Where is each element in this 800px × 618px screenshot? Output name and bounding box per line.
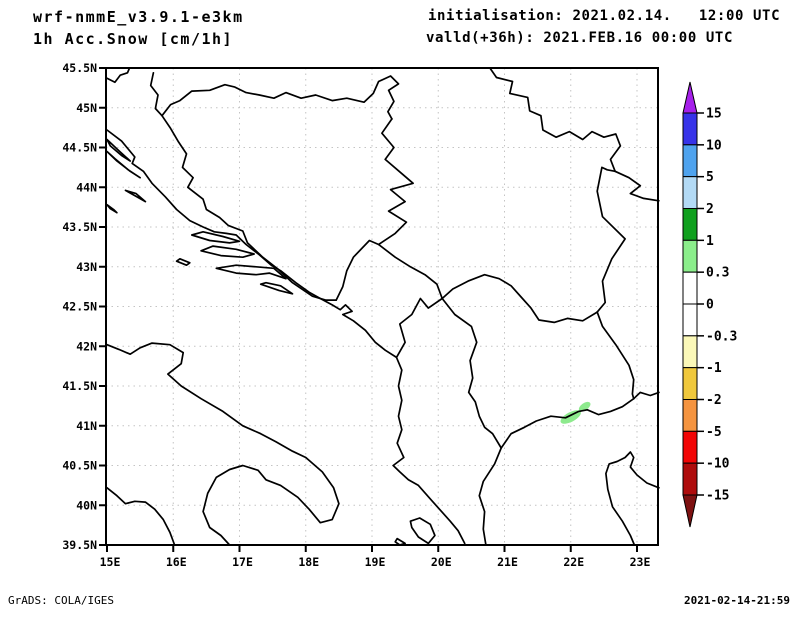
colorbar-label-0: 0 — [706, 297, 714, 312]
map-plot: 15E 16E 17E 18E 19E 20E 21E 22E 23E 45.5N 45N 44.5N… — [62, 61, 660, 569]
model-title: wrf-nmmE_v3.9.1-e3km — [33, 8, 244, 26]
variable-title: 1h Acc.Snow [cm/1h] — [33, 30, 234, 48]
colorbar-label--2: -2 — [706, 393, 722, 408]
island-vis — [175, 257, 191, 267]
colorbar-segment-7 — [682, 335, 698, 369]
adriatic-coast-croatia-montenegro-albania — [106, 129, 466, 545]
y-tick-label-43.5N: 43.5N — [62, 220, 97, 234]
colorbar-label-1: 1 — [706, 234, 714, 249]
y-tick-label-40.5N: 40.5N — [62, 459, 97, 473]
albania-east-border — [441, 297, 503, 546]
x-tick-label-18E: 18E — [298, 555, 319, 569]
colorbar-segment-8 — [682, 367, 698, 400]
y-tick-label-41N: 41N — [76, 419, 97, 433]
x-tick-label-19E: 19E — [365, 555, 386, 569]
island-korcula-peljesac — [215, 264, 287, 280]
y-tick-label-39.5N: 39.5N — [62, 538, 97, 552]
x-tick-label-20E: 20E — [431, 555, 452, 569]
creation-timestamp: 2021-02-14-21:59 — [684, 594, 790, 607]
y-tick-label-41.5N: 41.5N — [62, 379, 97, 393]
y-tick-label-44N: 44N — [76, 180, 97, 194]
island-mljet — [259, 281, 294, 295]
y-tick-label-45.5N: 45.5N — [62, 61, 97, 75]
grads-credit: GrADS: COLA/IGES — [8, 594, 114, 607]
island-hvar — [200, 245, 255, 259]
colorbar-label--10: -10 — [706, 457, 730, 472]
colorbar-segment-1 — [682, 144, 698, 178]
initialisation-label: initialisation: 2021.02.14. 12:00 UTC — [428, 8, 781, 24]
colorbar-segment-4 — [682, 239, 698, 273]
x-tick-label-22E: 22E — [563, 555, 584, 569]
colorbar-label-2: 2 — [706, 202, 714, 217]
croatia-bosnia-north-border — [149, 71, 400, 120]
colorbar-segment-10 — [682, 430, 698, 464]
colorbar-segment-2 — [682, 176, 698, 209]
island-pag — [106, 138, 132, 162]
colorbar-triangle-bottom — [682, 494, 698, 528]
colorbar-label--1: -1 — [706, 361, 722, 376]
valid-time-label: valld(+36h): 2021.FEB.16 00:00 UTC — [426, 30, 733, 46]
x-tick-label-23E: 23E — [630, 555, 651, 569]
x-tick-label-16E: 16E — [166, 555, 187, 569]
zadar-islet — [106, 203, 118, 214]
italy-tyrrhenian-coast — [106, 486, 176, 546]
island-corfu — [409, 517, 436, 545]
colorbar-label-5: 5 — [706, 170, 714, 185]
island-dugi-otok — [106, 150, 141, 179]
x-tick-label-17E: 17E — [232, 555, 253, 569]
macedonia-bulgaria-border — [596, 311, 635, 400]
x-tick-label-21E: 21E — [497, 555, 518, 569]
colorbar-label-0.3: 0.3 — [706, 266, 729, 281]
colorbar-segment-0 — [682, 112, 698, 146]
colorbar-label-15: 15 — [706, 107, 722, 122]
colorbar-label--0.3: -0.3 — [706, 329, 737, 344]
snow-cell-1 — [578, 401, 591, 412]
italy-adriatic-salento-coast — [106, 342, 340, 546]
colorbar-segment-5 — [682, 271, 698, 305]
bosnia-serbia-drina-border — [335, 118, 414, 301]
serbia-romania-danube-border — [489, 67, 622, 173]
y-tick-label-40N: 40N — [76, 498, 97, 512]
colorbar-segment-3 — [682, 207, 698, 241]
greece-thermaic-coast — [605, 451, 660, 546]
macedonia-greece-border — [500, 397, 635, 449]
colorbar-segment-11 — [682, 462, 698, 496]
y-tick-label-42N: 42N — [76, 339, 97, 353]
colorbar-segment-6 — [682, 303, 698, 337]
y-tick-label-43N: 43N — [76, 260, 97, 274]
croatia-bosnia-dinaric-border — [161, 114, 338, 301]
colorbar-label--15: -15 — [706, 488, 729, 503]
y-tick-label-44.5N: 44.5N — [62, 141, 97, 155]
y-tick-label-42.5N: 42.5N — [62, 300, 97, 314]
serbia-bulgaria-border — [596, 166, 626, 313]
bulgaria-greece-border — [632, 391, 660, 400]
y-tick-label-45N: 45N — [76, 101, 97, 115]
island-brac — [190, 230, 241, 244]
colorbar: 15 10 5 2 1 0.3 0 -0.3 -1 -2 -5 -10 -15 — [682, 81, 737, 528]
montenegro-albania-border — [395, 297, 444, 359]
danube-bulgaria-romania — [614, 170, 660, 202]
serbia-montenegro-border — [377, 243, 444, 300]
colorbar-label-10: 10 — [706, 138, 722, 153]
island-kornati — [124, 189, 147, 203]
x-tick-label-15E: 15E — [100, 555, 121, 569]
colorbar-label--5: -5 — [706, 425, 722, 440]
colorbar-segment-9 — [682, 398, 698, 432]
kosovo-serbia-macedonia-border — [441, 273, 599, 324]
colorbar-triangle-top — [682, 81, 698, 114]
slovenia-croatia-corner — [106, 67, 131, 84]
